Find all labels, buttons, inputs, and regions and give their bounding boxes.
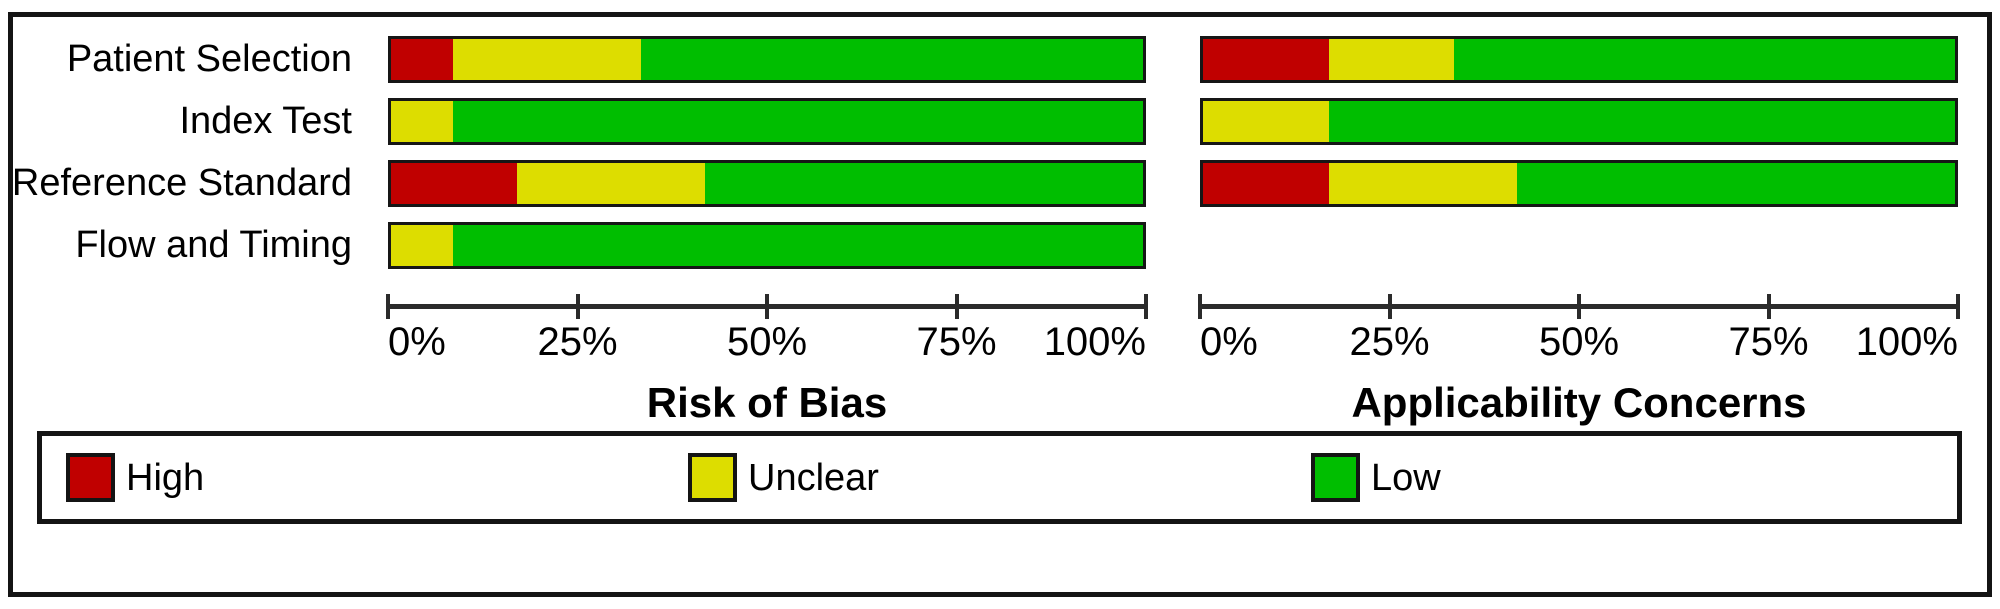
axis-tick-label: 100% [1043, 320, 1146, 364]
segment-unclear [1328, 39, 1455, 80]
legend-item-high: High [66, 436, 204, 519]
segment-high [391, 163, 517, 204]
segment-high [1203, 39, 1329, 80]
segment-unclear [391, 101, 454, 142]
axis-tick-label: 50% [1538, 320, 1620, 364]
segment-low [453, 225, 1143, 266]
segment-unclear [1328, 163, 1517, 204]
risk-of-bias-bars [388, 36, 1146, 286]
segment-low [1516, 163, 1955, 204]
legend-label-high: High [126, 456, 205, 499]
legend-label-low: Low [1371, 456, 1441, 499]
bar-row-patient-selection [1200, 36, 1958, 83]
applicability-concerns-bars [1200, 36, 1958, 286]
stacked-bar [1200, 98, 1958, 145]
axis-tick [1766, 294, 1771, 319]
row-label-reference-standard: Reference Standard [11, 162, 352, 204]
axis-tick [1144, 294, 1148, 319]
axis-tick-label: 75% [1728, 320, 1809, 364]
bar-row-reference-standard [1200, 160, 1958, 207]
axis-tick [575, 294, 580, 319]
segment-unclear [1203, 101, 1329, 142]
low-swatch-icon [1311, 453, 1360, 502]
legend-item-low: Low [1311, 436, 1441, 519]
axis-tick [1198, 294, 1202, 319]
axis-tick [1387, 294, 1392, 319]
stacked-bar [388, 222, 1146, 269]
stacked-bar [1200, 160, 1958, 207]
bar-row-index-test [1200, 98, 1958, 145]
risk-of-bias-axis: 0% 25% 50% 75% 100% [386, 294, 1148, 369]
stacked-bar [388, 160, 1146, 207]
axis-tick-label: 50% [726, 320, 808, 364]
bar-row-flow-and-timing [388, 222, 1146, 269]
unclear-swatch-icon [688, 453, 737, 502]
stacked-bar [388, 98, 1146, 145]
applicability-concerns-axis: 0% 25% 50% 75% 100% [1198, 294, 1960, 369]
applicability-concerns-title: Applicability Concerns [1351, 379, 1807, 426]
segment-high [1203, 163, 1329, 204]
axis-tick [1956, 294, 1960, 319]
segment-low [641, 39, 1143, 80]
axis-tick [954, 294, 959, 319]
bar-row-patient-selection [388, 36, 1146, 83]
segment-low [1328, 101, 1955, 142]
bar-row-reference-standard [388, 160, 1146, 207]
axis-tick-label: 0% [388, 320, 446, 364]
axis-tick-label: 75% [916, 320, 997, 364]
segment-low [1454, 39, 1955, 80]
axis-tick-label: 25% [537, 320, 618, 364]
legend-box: High Unclear Low [37, 431, 1962, 524]
segment-low [453, 101, 1143, 142]
segment-low [704, 163, 1143, 204]
axis-tick [1577, 294, 1581, 319]
axis-tick-label: 0% [1200, 320, 1258, 364]
row-label-index-test: Index Test [179, 100, 352, 142]
stacked-bar [1200, 36, 1958, 83]
segment-unclear [516, 163, 705, 204]
axis-tick-label: 100% [1855, 320, 1958, 364]
high-swatch-icon [66, 453, 115, 502]
bar-row-index-test [388, 98, 1146, 145]
row-label-flow-and-timing: Flow and Timing [75, 224, 352, 266]
risk-of-bias-title: Risk of Bias [646, 379, 888, 426]
legend-item-unclear: Unclear [688, 436, 879, 519]
legend-label-unclear: Unclear [748, 456, 879, 499]
axis-tick [765, 294, 769, 319]
segment-unclear [391, 225, 454, 266]
axis-tick [386, 294, 390, 319]
row-label-patient-selection: Patient Selection [66, 38, 352, 80]
segment-unclear [453, 39, 642, 80]
axis-tick-label: 25% [1349, 320, 1430, 364]
stacked-bar [388, 36, 1146, 83]
segment-high [391, 39, 454, 80]
